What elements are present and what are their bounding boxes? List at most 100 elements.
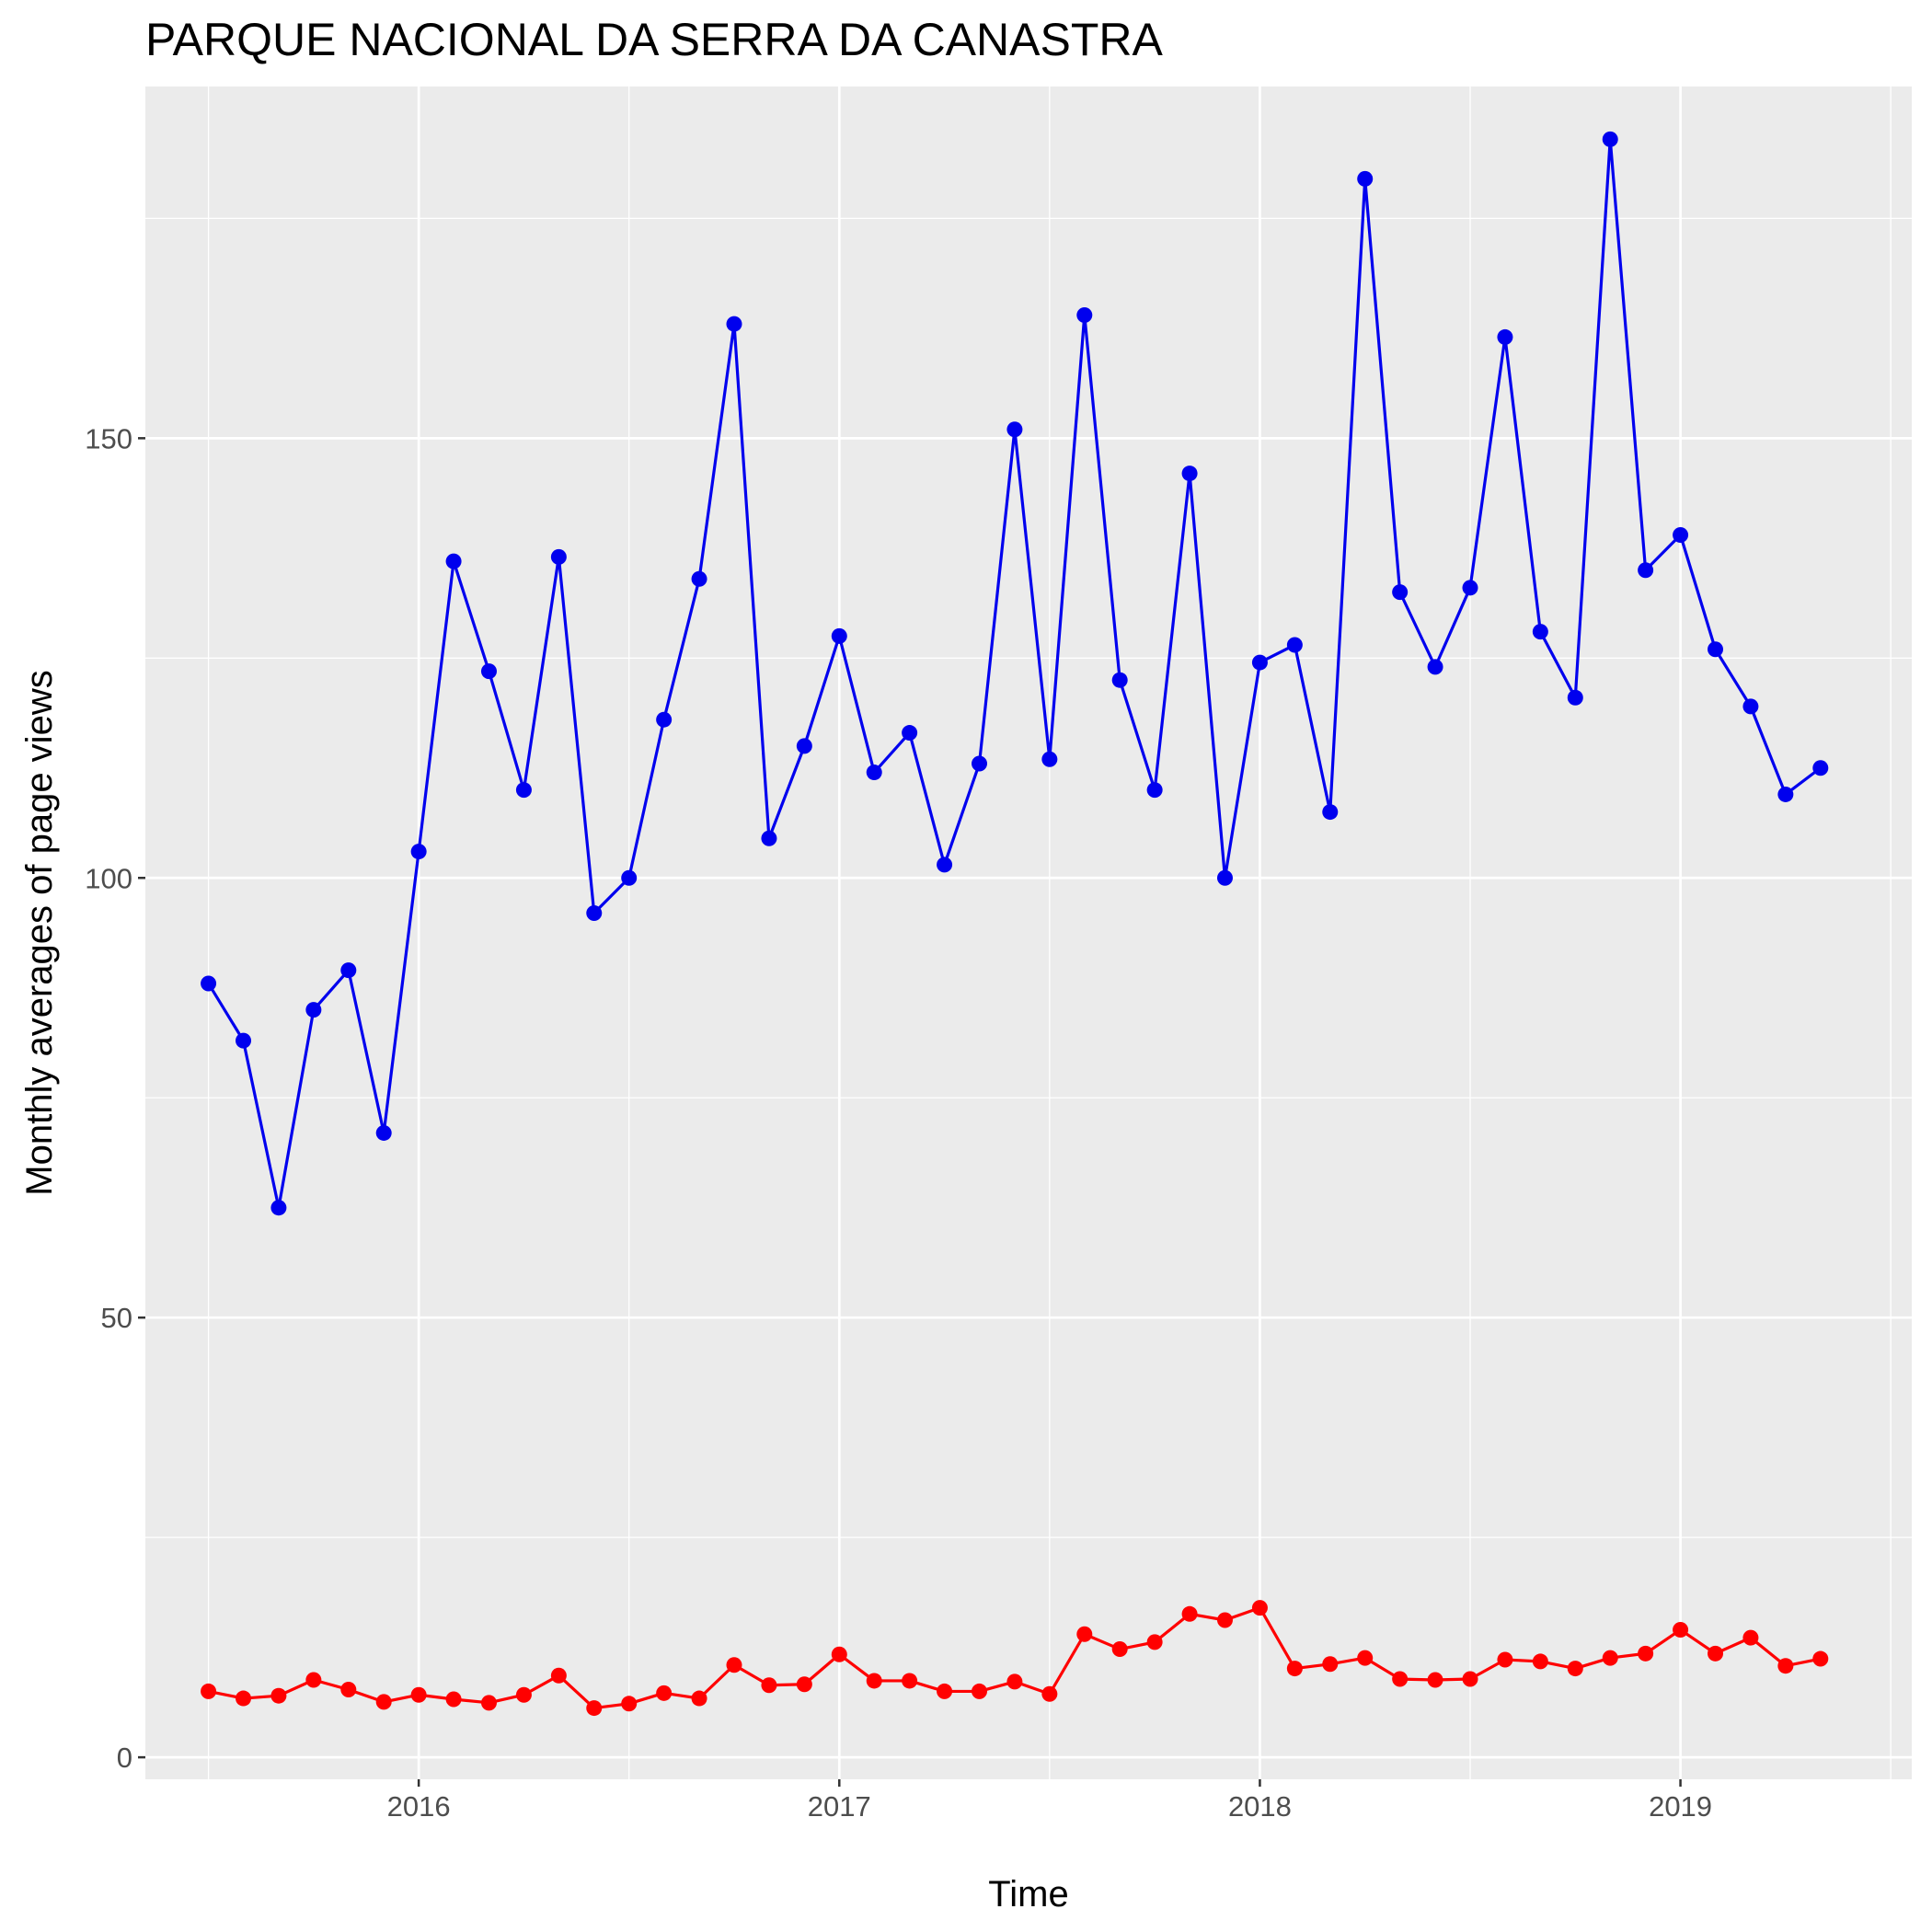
data-point-red (445, 1691, 462, 1708)
data-point-red (1392, 1671, 1409, 1687)
data-point-blue (1462, 580, 1478, 596)
series-blue (201, 131, 1829, 1216)
data-point-blue (1216, 869, 1233, 886)
data-point-red (796, 1676, 812, 1693)
data-point-red (1322, 1656, 1339, 1673)
data-point-red (1006, 1673, 1023, 1690)
data-point-red (1041, 1685, 1058, 1702)
chart-title: PARQUE NACIONAL DA SERRA DA CANASTRA (145, 14, 1163, 65)
data-point-blue (1111, 672, 1128, 688)
data-point-blue (480, 663, 497, 680)
data-point-red (270, 1687, 287, 1704)
data-point-blue (201, 975, 217, 992)
data-point-red (375, 1694, 392, 1710)
x-axis: 2016 2017 2018 2019 (387, 1779, 1712, 1823)
data-point-blue (1812, 760, 1829, 776)
data-point-red (480, 1695, 497, 1711)
data-point-blue (1181, 466, 1198, 482)
data-point-blue (445, 553, 462, 569)
data-point-red (236, 1690, 252, 1707)
data-point-blue (621, 869, 638, 886)
data-point-red (550, 1667, 567, 1684)
data-point-blue (1251, 654, 1268, 671)
data-point-blue (1392, 584, 1409, 601)
data-point-red (1532, 1653, 1548, 1670)
data-point-blue (236, 1032, 252, 1049)
data-point-blue (1602, 131, 1618, 147)
data-point-blue (761, 830, 777, 846)
plot-panel (145, 86, 1912, 1779)
data-point-red (1497, 1651, 1513, 1668)
data-point-red (726, 1657, 742, 1673)
data-point-red (586, 1700, 603, 1717)
data-point-blue (1673, 526, 1689, 543)
data-point-red (937, 1683, 953, 1699)
data-point-red (866, 1673, 882, 1689)
data-point-blue (902, 725, 918, 742)
data-point-blue (1146, 782, 1163, 799)
data-point-blue (691, 570, 707, 587)
data-point-blue (831, 627, 847, 644)
data-point-blue (866, 765, 882, 781)
data-point-blue (1497, 328, 1513, 345)
data-point-blue (1041, 751, 1058, 767)
data-point-blue (375, 1124, 392, 1141)
x-tick-label: 2016 (387, 1790, 451, 1823)
y-tick-label: 100 (85, 862, 132, 894)
data-point-blue (1708, 641, 1724, 658)
data-point-red (1812, 1650, 1829, 1667)
data-point-red (656, 1685, 673, 1701)
data-point-red (1181, 1605, 1198, 1622)
data-point-red (831, 1646, 847, 1662)
data-point-blue (796, 738, 812, 754)
data-point-red (1567, 1661, 1583, 1677)
data-point-blue (972, 755, 988, 772)
data-point-red (1673, 1622, 1689, 1639)
data-point-red (761, 1677, 777, 1694)
y-axis: 0 50 100 150 (85, 422, 145, 1774)
data-point-red (1777, 1658, 1794, 1674)
data-point-red (515, 1686, 532, 1703)
data-point-blue (305, 1002, 322, 1018)
data-point-blue (550, 548, 567, 565)
data-point-red (1638, 1645, 1654, 1662)
data-point-red (1286, 1661, 1303, 1677)
data-point-blue (410, 844, 427, 860)
data-point-red (1251, 1600, 1268, 1616)
grid-minor (145, 86, 1912, 1779)
data-point-blue (1638, 562, 1654, 579)
grid-major (145, 86, 1912, 1779)
data-point-red (1602, 1650, 1618, 1666)
data-point-blue (1286, 637, 1303, 653)
y-tick-label: 150 (85, 422, 132, 454)
x-tick-label: 2017 (808, 1790, 871, 1823)
data-point-blue (1357, 170, 1374, 187)
y-tick-label: 50 (101, 1302, 132, 1334)
data-point-blue (726, 316, 742, 332)
data-point-blue (1567, 689, 1583, 706)
data-point-blue (1006, 421, 1023, 438)
data-point-red (1357, 1650, 1374, 1666)
data-point-red (1708, 1645, 1724, 1662)
data-point-red (1216, 1612, 1233, 1628)
series-red (201, 1600, 1829, 1717)
x-tick-label: 2019 (1649, 1790, 1712, 1823)
data-point-red (1742, 1629, 1759, 1646)
data-point-red (1076, 1626, 1093, 1642)
x-tick-label: 2018 (1228, 1790, 1292, 1823)
data-point-blue (1532, 624, 1548, 640)
data-point-red (1462, 1671, 1478, 1687)
data-point-red (410, 1686, 427, 1703)
data-point-red (1146, 1634, 1163, 1650)
data-point-blue (1742, 698, 1759, 715)
data-point-red (305, 1672, 322, 1688)
data-point-red (201, 1683, 217, 1699)
data-point-red (1111, 1641, 1128, 1658)
data-point-blue (1777, 786, 1794, 802)
data-point-blue (937, 857, 953, 873)
data-point-blue (270, 1200, 287, 1216)
y-tick-label: 0 (117, 1742, 132, 1774)
data-point-blue (656, 711, 673, 728)
y-axis-title: Monthly averages of page views (19, 670, 60, 1195)
